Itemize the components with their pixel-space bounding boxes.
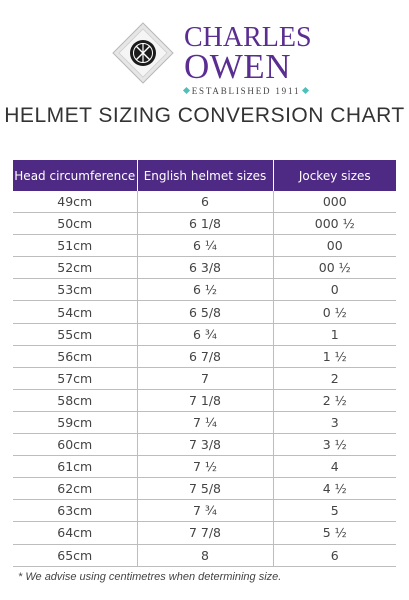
table-row: 50cm 6 1/8 000 ½ [13, 212, 396, 236]
jockey-size-cell: 3 [273, 411, 396, 435]
footnote: * We advise using centimetres when deter… [18, 571, 282, 583]
table-row: 57cm 7 2 [13, 367, 396, 390]
head-circumference-cell: 57cm [13, 367, 138, 390]
english-size-cell: 7 1/8 [137, 389, 274, 412]
head-circumference-cell: 53cm [13, 278, 138, 302]
head-circumference-cell: 59cm [13, 411, 138, 435]
column-header: English helmet sizes [137, 160, 274, 191]
head-circumference-cell: 64cm [13, 521, 138, 545]
jockey-size-cell: 00 ½ [273, 256, 396, 280]
jockey-size-cell: 000 ½ [273, 212, 396, 236]
head-circumference-cell: 62cm [13, 477, 138, 501]
english-size-cell: 6 ¼ [137, 234, 274, 258]
table-row: 51cm 6 ¼ 00 [13, 234, 396, 258]
jockey-size-cell: 0 ½ [273, 300, 396, 324]
english-size-cell: 6 5/8 [137, 300, 274, 324]
english-size-cell: 7 ½ [137, 455, 274, 479]
sizing-table: Head circumference English helmet sizes … [13, 160, 396, 567]
head-circumference-cell: 58cm [13, 389, 138, 412]
jockey-size-cell: 000 [273, 191, 396, 214]
head-circumference-cell: 61cm [13, 455, 138, 479]
diamond-icon [182, 87, 190, 95]
english-size-cell: 7 [137, 367, 274, 390]
head-circumference-cell: 51cm [13, 234, 138, 258]
brand-name-line2: OWEN [184, 47, 291, 86]
english-size-cell: 8 [137, 544, 274, 567]
english-size-cell: 7 7/8 [137, 521, 274, 545]
column-header: Head circumference [13, 160, 138, 191]
jockey-size-cell: 5 [273, 499, 396, 523]
english-size-cell: 7 ¼ [137, 411, 274, 435]
jockey-size-cell: 1 [273, 323, 396, 346]
jockey-size-cell: 2 ½ [273, 389, 396, 412]
english-size-cell: 6 3/8 [137, 256, 274, 280]
jockey-size-cell: 3 ½ [273, 433, 396, 457]
table-row: 65cm 8 6 [13, 544, 396, 567]
diamond-icon [302, 87, 310, 95]
head-circumference-cell: 63cm [13, 499, 138, 523]
page-title: HELMET SIZING CONVERSION CHART [4, 104, 405, 127]
column-header: Jockey sizes [273, 160, 396, 191]
jockey-size-cell: 0 [273, 278, 396, 302]
english-size-cell: 6 1/8 [137, 212, 274, 236]
table-header-row: Head circumference English helmet sizes … [13, 160, 396, 191]
english-size-cell: 7 5/8 [137, 477, 274, 501]
jockey-size-cell: 1 ½ [273, 345, 396, 368]
table-row: 49cm 6 000 [13, 191, 396, 214]
head-circumference-cell: 55cm [13, 323, 138, 346]
table-row: 58cm 7 1/8 2 ½ [13, 389, 396, 412]
jockey-size-cell: 00 [273, 234, 396, 258]
table-row: 54cm 6 5/8 0 ½ [13, 300, 396, 324]
charles-owen-logo: CHARLES OWEN ESTABLISHED 1911 [106, 14, 312, 96]
jockey-size-cell: 2 [273, 367, 396, 390]
table-row: 52cm 6 3/8 00 ½ [13, 256, 396, 280]
head-circumference-cell: 60cm [13, 433, 138, 457]
table-row: 64cm 7 7/8 5 ½ [13, 521, 396, 545]
head-circumference-cell: 65cm [13, 544, 138, 567]
table-row: 60cm 7 3/8 3 ½ [13, 433, 396, 457]
jockey-size-cell: 5 ½ [273, 521, 396, 545]
brand-emblem-icon [112, 22, 174, 84]
jockey-size-cell: 4 ½ [273, 477, 396, 501]
head-circumference-cell: 49cm [13, 191, 138, 214]
english-size-cell: 6 ¾ [137, 323, 274, 346]
established-tagline: ESTABLISHED 1911 [178, 86, 314, 96]
english-size-cell: 7 3/8 [137, 433, 274, 457]
jockey-size-cell: 4 [273, 455, 396, 479]
english-size-cell: 6 ½ [137, 278, 274, 302]
table-row: 62cm 7 5/8 4 ½ [13, 477, 396, 501]
table-row: 56cm 6 7/8 1 ½ [13, 345, 396, 368]
head-circumference-cell: 54cm [13, 300, 138, 324]
head-circumference-cell: 52cm [13, 256, 138, 280]
english-size-cell: 7 ¾ [137, 499, 274, 523]
head-circumference-cell: 56cm [13, 345, 138, 368]
established-text: ESTABLISHED 1911 [191, 86, 301, 96]
head-circumference-cell: 50cm [13, 212, 138, 236]
english-size-cell: 6 [137, 191, 274, 214]
brand-name-line1: CHARLES [184, 22, 312, 53]
english-size-cell: 6 7/8 [137, 345, 274, 368]
jockey-size-cell: 6 [273, 544, 396, 567]
